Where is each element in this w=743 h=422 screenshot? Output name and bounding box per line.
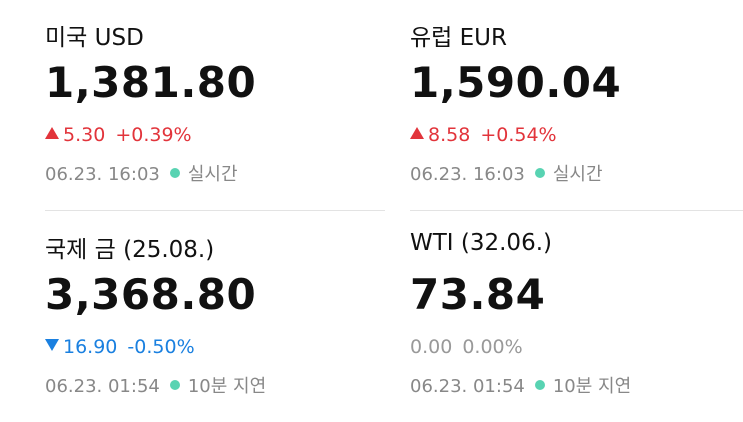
change-pct: 0.00%: [462, 336, 523, 358]
time: 06.23. 16:03: [410, 164, 525, 185]
down-arrow: [45, 339, 59, 351]
change: 16.90: [63, 336, 118, 358]
change: 0.00: [410, 336, 453, 358]
card-title: 유럽 EUR: [410, 25, 507, 51]
meta: 06.23. 16:03 실시간: [45, 160, 238, 186]
quote-card[interactable]: 유럽 EUR 1,590.04 8.58 +0.54% 06.23. 16:03 실…: [410, 0, 740, 200]
change-row: 8.58 +0.54%: [410, 124, 567, 146]
status-dot: [169, 380, 180, 390]
status-dot: [169, 168, 180, 178]
meta: 06.23. 01:54 10분 지연: [410, 372, 631, 398]
time: 06.23. 01:54: [45, 376, 160, 397]
price: 1,590.04: [410, 58, 622, 107]
card-title: 국제 금 (25.08.): [45, 237, 215, 263]
change: 5.30: [63, 124, 106, 146]
status: 실시간: [552, 164, 603, 185]
change-row: 5.30 +0.39%: [45, 124, 202, 146]
status: 실시간: [187, 164, 238, 185]
change-pct: +0.54%: [480, 124, 557, 146]
up-arrow: [45, 127, 59, 139]
status: 10분 지연: [187, 376, 267, 397]
meta: 06.23. 01:54 10분 지연: [45, 372, 266, 398]
status: 10분 지연: [552, 376, 632, 397]
card-title: 미국 USD: [45, 25, 144, 51]
status-dot: [534, 168, 545, 178]
change: 8.58: [428, 124, 471, 146]
quote-card[interactable]: 국제 금 (25.08.) 3,368.80 16.90 -0.50% 06.23…: [45, 212, 375, 412]
time: 06.23. 01:54: [410, 376, 525, 397]
change-row: 0.00 0.00%: [410, 336, 533, 358]
change-pct: +0.39%: [115, 124, 192, 146]
meta: 06.23. 16:03 실시간: [410, 160, 603, 186]
change-row: 16.90 -0.50%: [45, 336, 205, 358]
status-dot: [534, 380, 545, 390]
price: 1,381.80: [45, 58, 257, 107]
quote-card[interactable]: WTI (32.06.) 73.84 0.00 0.00% 06.23. 01:5…: [410, 212, 740, 412]
divider: [45, 210, 385, 211]
up-arrow: [410, 127, 424, 139]
divider: [410, 210, 743, 211]
card-title: WTI (32.06.): [410, 230, 552, 256]
price: 3,368.80: [45, 270, 257, 319]
change-pct: -0.50%: [127, 336, 195, 358]
time: 06.23. 16:03: [45, 164, 160, 185]
price: 73.84: [410, 270, 546, 319]
quote-card[interactable]: 미국 USD 1,381.80 5.30 +0.39% 06.23. 16:03 실…: [45, 0, 375, 200]
